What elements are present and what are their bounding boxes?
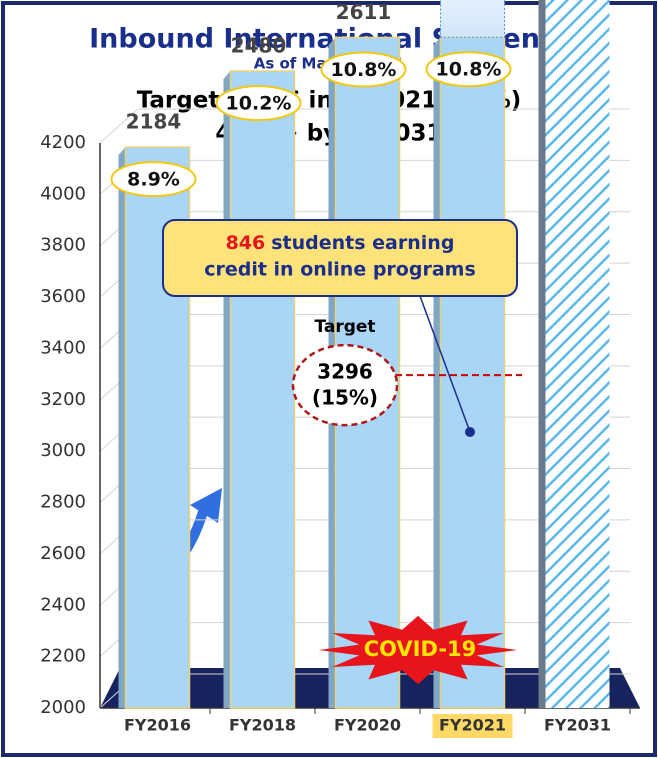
bar — [231, 71, 295, 708]
bar-side — [434, 37, 441, 708]
y-tick-label: 4200 — [40, 132, 86, 153]
share-label: 8.9% — [127, 169, 180, 191]
y-tick-label: 3000 — [40, 440, 86, 461]
x-tick-label: FY2018 — [229, 716, 296, 735]
share-label: 10.8% — [331, 59, 397, 81]
y-tick-label: 2400 — [40, 594, 86, 615]
y-tick-label: 2000 — [40, 697, 86, 718]
callout-number: 846 — [226, 232, 266, 254]
online-segment — [441, 0, 505, 37]
callout-dot — [465, 427, 475, 437]
x-tick-label: FY2020 — [334, 716, 401, 735]
share-label: 10.8% — [436, 59, 502, 81]
y-tick-label: 2600 — [40, 543, 86, 564]
value-label: 2611 — [336, 0, 392, 24]
y-tick-label: 3400 — [40, 337, 86, 358]
y-tick-label: 3800 — [40, 235, 86, 256]
x-tick-label: FY2021 — [439, 716, 506, 735]
y-tick-label: 2800 — [40, 492, 86, 513]
bar-side — [539, 0, 546, 708]
bar — [441, 37, 505, 708]
callout-text: credit in online programs — [204, 259, 476, 281]
share-label: 10.2% — [226, 93, 292, 115]
target-label: Target — [314, 317, 375, 337]
value-label: 2480 — [231, 34, 287, 58]
bar-side — [224, 71, 231, 708]
event-label: COVID-19 — [364, 637, 477, 661]
callout-text: students earning — [271, 232, 454, 254]
y-tick-label: 3200 — [40, 389, 86, 410]
chart: Inbound International Students As of May… — [0, 0, 658, 758]
target-share: (15%) — [312, 386, 378, 410]
y-tick-label: 2200 — [40, 646, 86, 667]
value-label: 2184 — [126, 110, 182, 134]
y-tick-label: 3600 — [40, 286, 86, 307]
target-value: 3296 — [317, 360, 373, 384]
x-tick-label: FY2016 — [124, 716, 191, 735]
bar-side — [119, 147, 126, 708]
x-tick-label: FY2031 — [544, 716, 611, 735]
bar — [546, 0, 610, 708]
y-tick-label: 4000 — [40, 183, 86, 204]
